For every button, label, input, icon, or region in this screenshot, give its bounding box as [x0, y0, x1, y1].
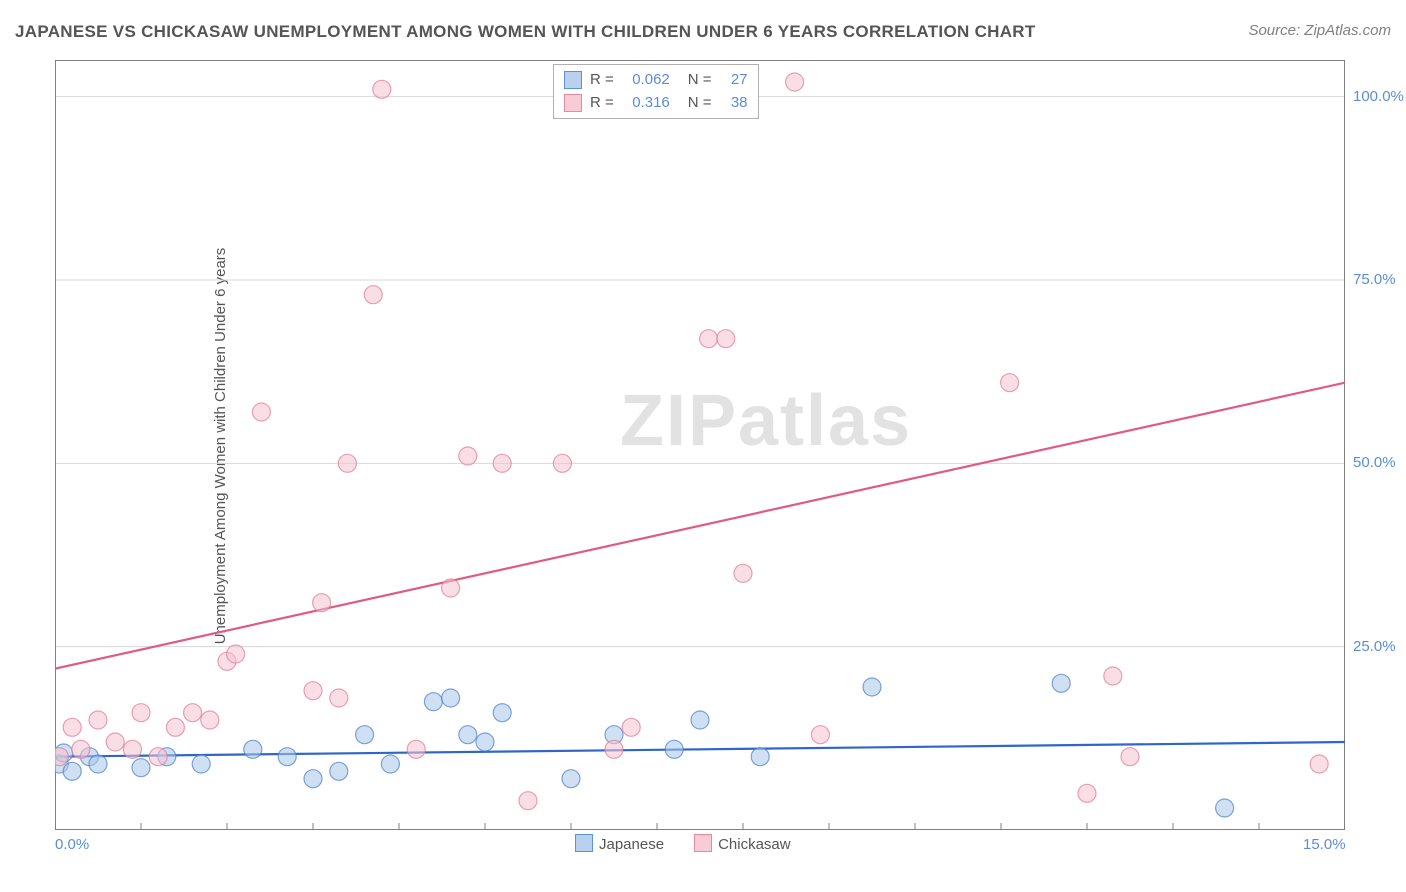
y-tick-label: 75.0% — [1353, 271, 1396, 288]
legend-swatch — [564, 94, 582, 112]
x-tick-label: 15.0% — [1303, 836, 1346, 853]
legend-swatch — [694, 834, 712, 852]
legend-r-key: R = — [590, 69, 614, 92]
legend-swatch — [575, 834, 593, 852]
series-name: Chickasaw — [718, 836, 791, 853]
legend-swatch — [564, 71, 582, 89]
x-tick-label: 0.0% — [55, 836, 89, 853]
legend-n-key: N = — [688, 69, 712, 92]
chart-container: JAPANESE VS CHICKASAW UNEMPLOYMENT AMONG… — [0, 0, 1406, 892]
legend-r-value: 0.316 — [622, 92, 670, 115]
y-tick-label: 50.0% — [1353, 454, 1396, 471]
legend-n-key: N = — [688, 92, 712, 115]
series-legend-item: Japanese — [575, 834, 664, 853]
legend-row: R = 0.316 N = 38 — [564, 92, 748, 115]
series-name: Japanese — [599, 836, 664, 853]
y-tick-label: 25.0% — [1353, 638, 1396, 655]
source-credit: Source: ZipAtlas.com — [1248, 22, 1391, 39]
series-legend-item: Chickasaw — [694, 834, 791, 853]
legend-n-value: 38 — [720, 92, 748, 115]
legend-r-key: R = — [590, 92, 614, 115]
chart-title: JAPANESE VS CHICKASAW UNEMPLOYMENT AMONG… — [15, 22, 1036, 42]
scatter-plot — [55, 60, 1345, 830]
legend-row: R = 0.062 N = 27 — [564, 69, 748, 92]
legend-r-value: 0.062 — [622, 69, 670, 92]
correlation-legend: R = 0.062 N = 27 R = 0.316 N = 38 — [553, 64, 759, 119]
legend-n-value: 27 — [720, 69, 748, 92]
series-legend: Japanese Chickasaw — [575, 834, 791, 853]
y-tick-label: 100.0% — [1353, 88, 1404, 105]
